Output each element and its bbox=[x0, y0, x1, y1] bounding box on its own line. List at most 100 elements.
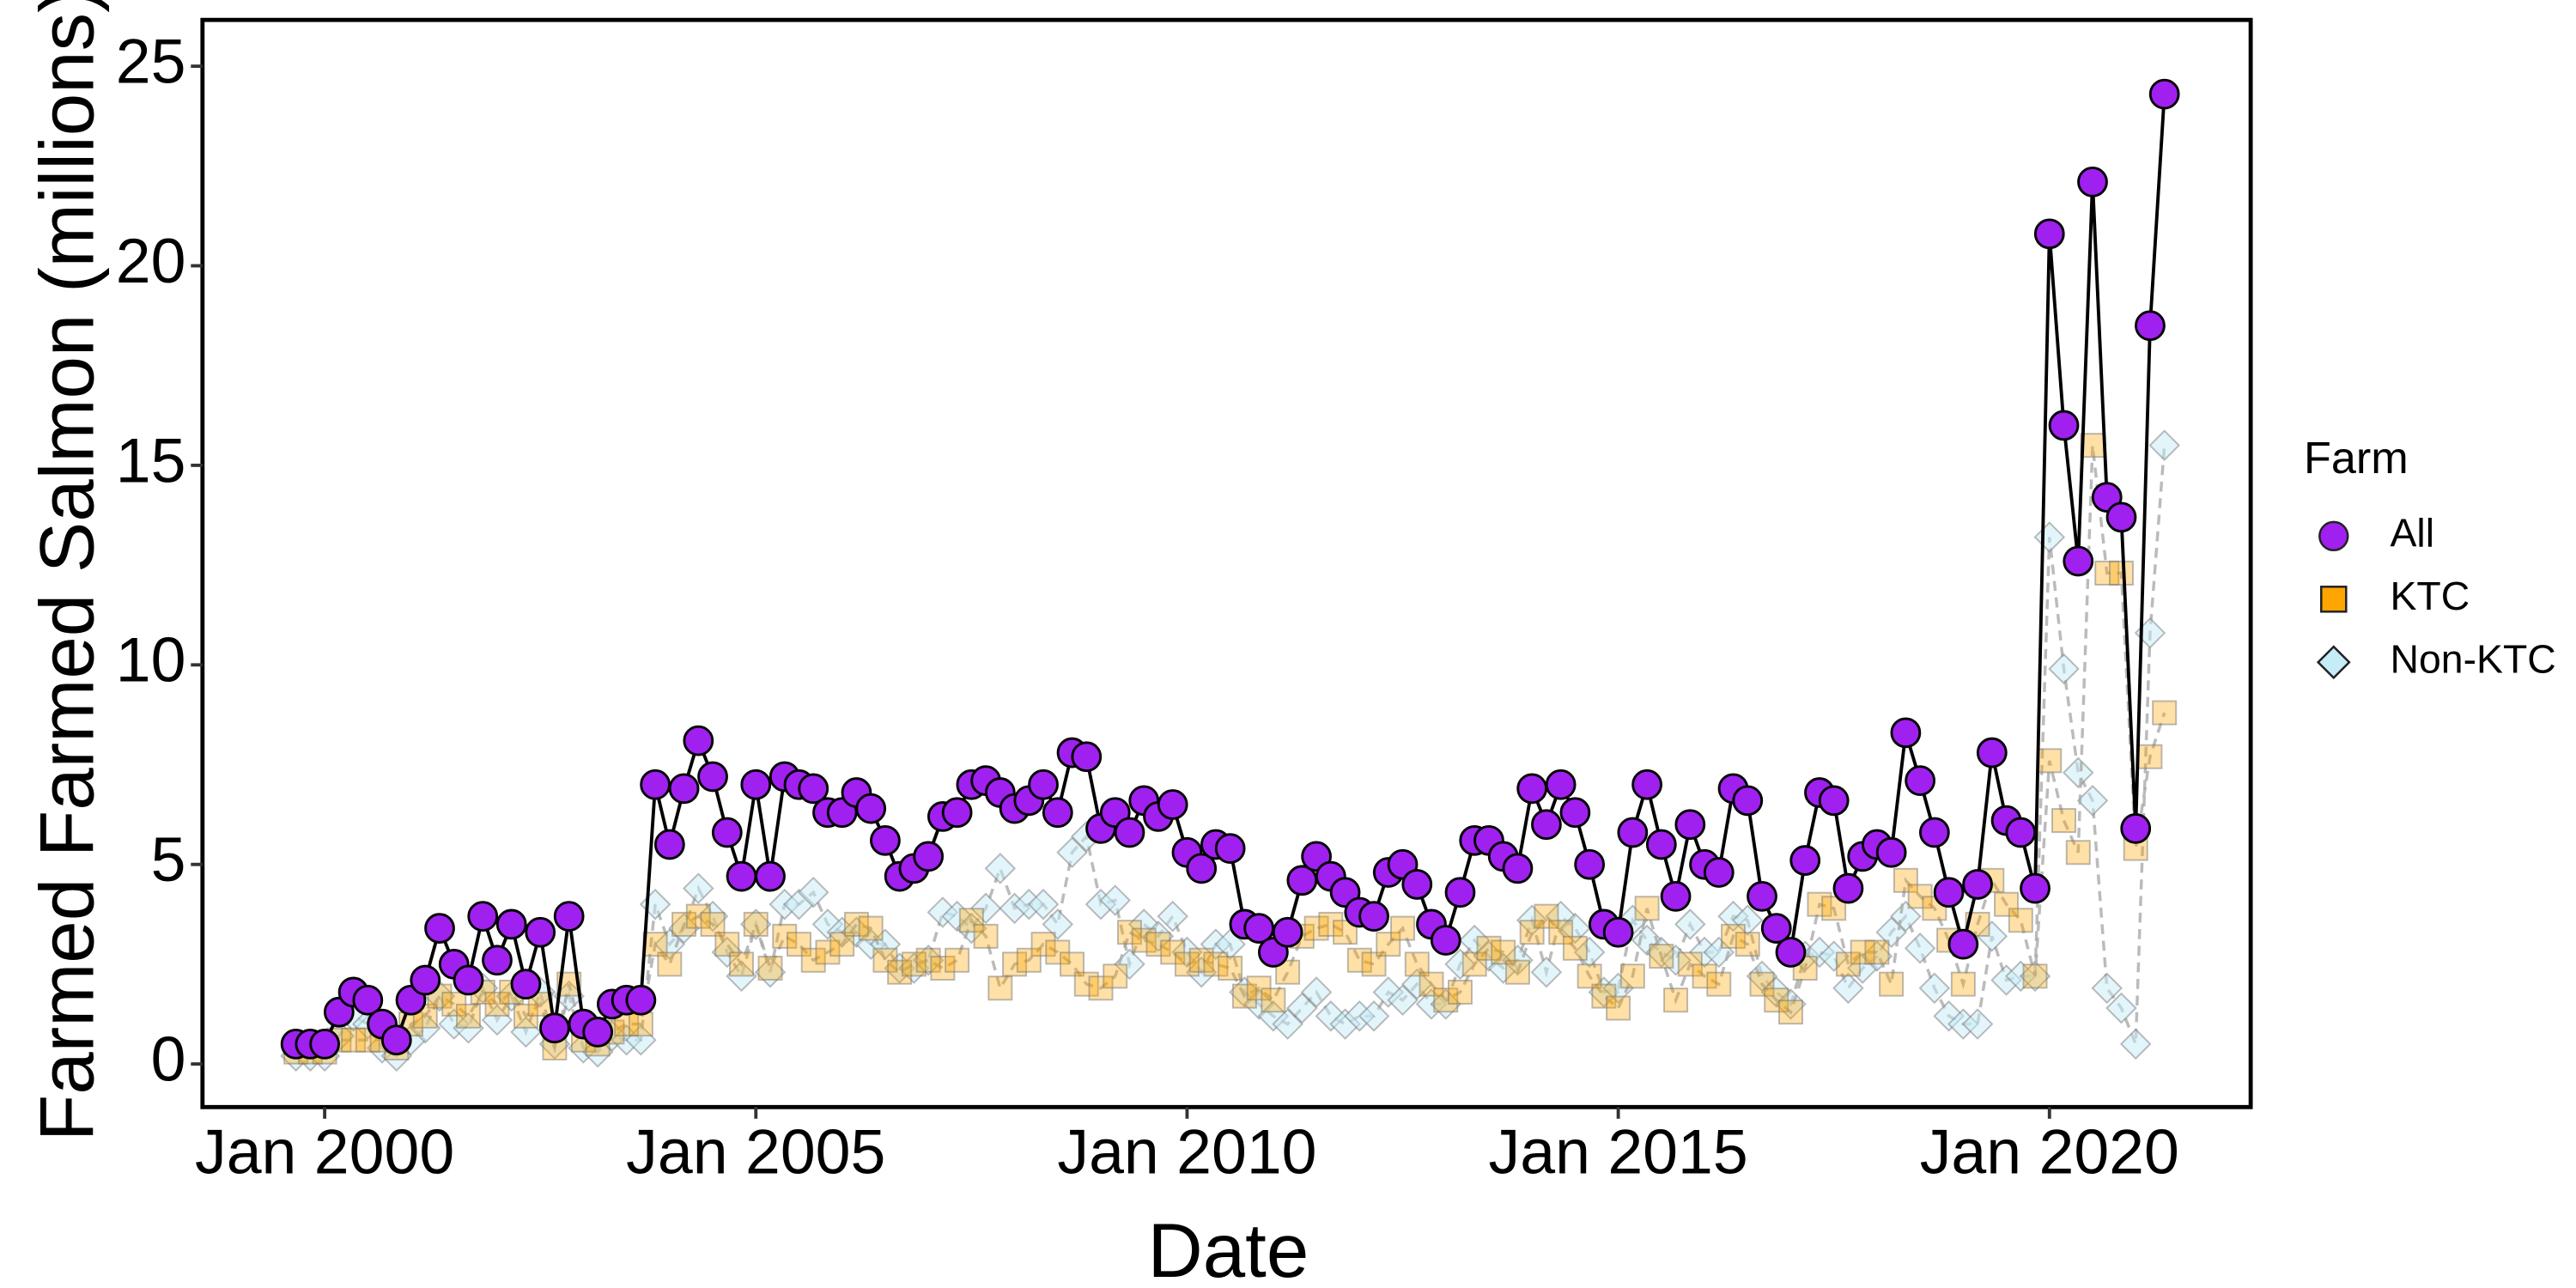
data-point bbox=[2033, 218, 2065, 250]
plot-area bbox=[280, 78, 2180, 1072]
data-point bbox=[1358, 1000, 1390, 1032]
data-point bbox=[2022, 963, 2048, 989]
data-point bbox=[1619, 963, 1645, 989]
data-point bbox=[1272, 916, 1303, 948]
data-point bbox=[915, 947, 941, 973]
data-point bbox=[1962, 869, 1993, 900]
data-point bbox=[625, 984, 657, 1016]
data-point bbox=[1746, 960, 1778, 993]
data-point bbox=[1692, 963, 1717, 989]
data-point bbox=[1491, 939, 1516, 965]
data-point bbox=[467, 901, 499, 933]
data-point bbox=[1419, 971, 1444, 997]
data-point bbox=[815, 939, 841, 965]
data-point bbox=[984, 853, 1017, 884]
data-point bbox=[2152, 700, 2178, 726]
data-point bbox=[1300, 976, 1333, 1008]
data-point bbox=[1099, 884, 1132, 916]
data-point bbox=[1272, 1008, 1303, 1040]
data-point bbox=[1649, 944, 1674, 969]
data-point bbox=[2048, 653, 2080, 685]
data-point bbox=[1531, 809, 1562, 841]
y-tick-label: 10 bbox=[116, 625, 186, 696]
data-point bbox=[1056, 836, 1088, 869]
data-point bbox=[1186, 853, 1218, 884]
legend-label: Non-KTC bbox=[2391, 637, 2556, 682]
data-point bbox=[855, 793, 887, 824]
data-point bbox=[1645, 829, 1677, 860]
data-point bbox=[1157, 900, 1188, 933]
legend-marker bbox=[2320, 586, 2348, 613]
data-point bbox=[2076, 785, 2109, 817]
data-point bbox=[453, 964, 484, 996]
data-point bbox=[786, 932, 811, 957]
data-point bbox=[1545, 769, 1577, 800]
data-point bbox=[2008, 908, 2033, 933]
data-point bbox=[2135, 310, 2166, 342]
data-point bbox=[309, 1028, 340, 1060]
data-point bbox=[1562, 935, 1588, 961]
legend-marker bbox=[2318, 520, 2349, 552]
data-point bbox=[1218, 956, 1243, 981]
data-point bbox=[352, 984, 384, 1016]
data-point bbox=[800, 947, 826, 973]
x-axis-title: Date bbox=[1148, 1208, 1309, 1288]
data-point bbox=[2080, 433, 2105, 459]
data-point bbox=[1502, 853, 1534, 884]
data-point bbox=[755, 860, 786, 892]
data-point bbox=[1904, 933, 1936, 964]
panel-border bbox=[200, 17, 2253, 1109]
data-point bbox=[1444, 877, 1476, 908]
data-point bbox=[1706, 971, 1732, 997]
data-point bbox=[1231, 983, 1257, 1009]
data-point bbox=[726, 860, 757, 892]
data-point bbox=[2105, 992, 2137, 1024]
data-point bbox=[2105, 501, 2137, 533]
x-tick-label: Jan 2010 bbox=[1057, 1117, 1316, 1188]
data-point bbox=[1519, 920, 1545, 945]
data-point bbox=[1103, 963, 1128, 989]
data-point bbox=[1832, 872, 1864, 904]
data-point bbox=[683, 725, 714, 756]
data-point bbox=[887, 959, 913, 985]
data-point bbox=[1674, 809, 1706, 841]
data-point bbox=[1387, 984, 1419, 1017]
data-point bbox=[1721, 923, 1747, 949]
data-point bbox=[1703, 857, 1735, 888]
data-point bbox=[341, 1027, 367, 1053]
data-point bbox=[2051, 808, 2077, 834]
y-tick-label: 25 bbox=[116, 27, 186, 97]
data-point bbox=[657, 951, 683, 977]
data-point bbox=[1376, 932, 1401, 957]
data-point bbox=[668, 773, 700, 805]
data-point bbox=[797, 876, 829, 908]
data-point bbox=[628, 1012, 653, 1037]
data-point bbox=[510, 969, 542, 1000]
data-point bbox=[1430, 925, 1461, 956]
data-point bbox=[1027, 888, 1060, 920]
data-point bbox=[1433, 987, 1459, 1013]
data-point bbox=[1214, 833, 1246, 864]
data-point bbox=[740, 769, 772, 800]
x-tick-label: Jan 2015 bbox=[1489, 1117, 1748, 1188]
data-point bbox=[1749, 971, 1775, 997]
data-point bbox=[1832, 972, 1864, 1005]
data-point bbox=[495, 908, 527, 940]
data-point bbox=[2094, 560, 2120, 586]
data-point bbox=[798, 773, 829, 805]
data-point bbox=[2077, 167, 2108, 197]
data-point bbox=[1663, 987, 1689, 1013]
data-point bbox=[1732, 785, 1764, 817]
data-point bbox=[455, 1003, 481, 1029]
data-point bbox=[1660, 881, 1692, 912]
legend-title: Farm bbox=[2304, 434, 2409, 483]
data-point bbox=[772, 923, 798, 949]
data-point bbox=[1400, 968, 1433, 1000]
legend-label: All bbox=[2391, 511, 2435, 556]
data-point bbox=[1028, 769, 1059, 800]
data-point bbox=[424, 913, 455, 944]
data-point bbox=[1574, 848, 1606, 880]
data-point bbox=[1731, 904, 1764, 937]
data-point bbox=[640, 769, 671, 800]
x-tick-label: Jan 2020 bbox=[1920, 1117, 2179, 1188]
